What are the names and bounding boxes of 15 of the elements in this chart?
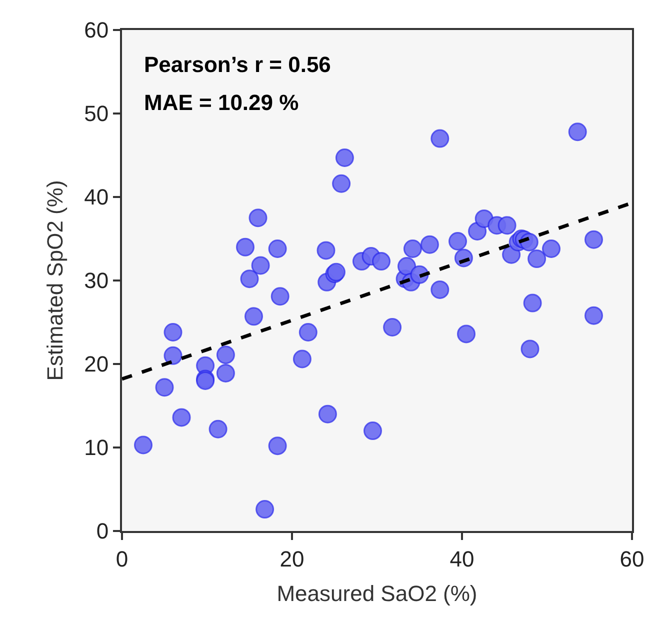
y-tick-label: 40 <box>84 184 109 210</box>
annotation: MAE = 10.29 % <box>144 90 299 115</box>
y-tick-label: 0 <box>96 518 109 544</box>
y-tick-label: 50 <box>84 101 109 126</box>
x-tick-label: 20 <box>280 546 304 572</box>
x-tick-label: 60 <box>620 546 644 572</box>
x-axis-title: Measured SaO2 (%) <box>276 580 478 606</box>
y-axis-title: Estimated SpO2 (%) <box>42 180 68 381</box>
y-tick-label: 20 <box>84 352 109 377</box>
y-tick-label: 30 <box>84 268 109 294</box>
y-tick-label: 60 <box>84 18 109 43</box>
x-tick-label: 0 <box>116 546 128 572</box>
annotation: Pearson’s r = 0.56 <box>144 52 331 77</box>
y-tick-label: 10 <box>84 435 109 460</box>
x-tick-label: 40 <box>450 546 474 572</box>
